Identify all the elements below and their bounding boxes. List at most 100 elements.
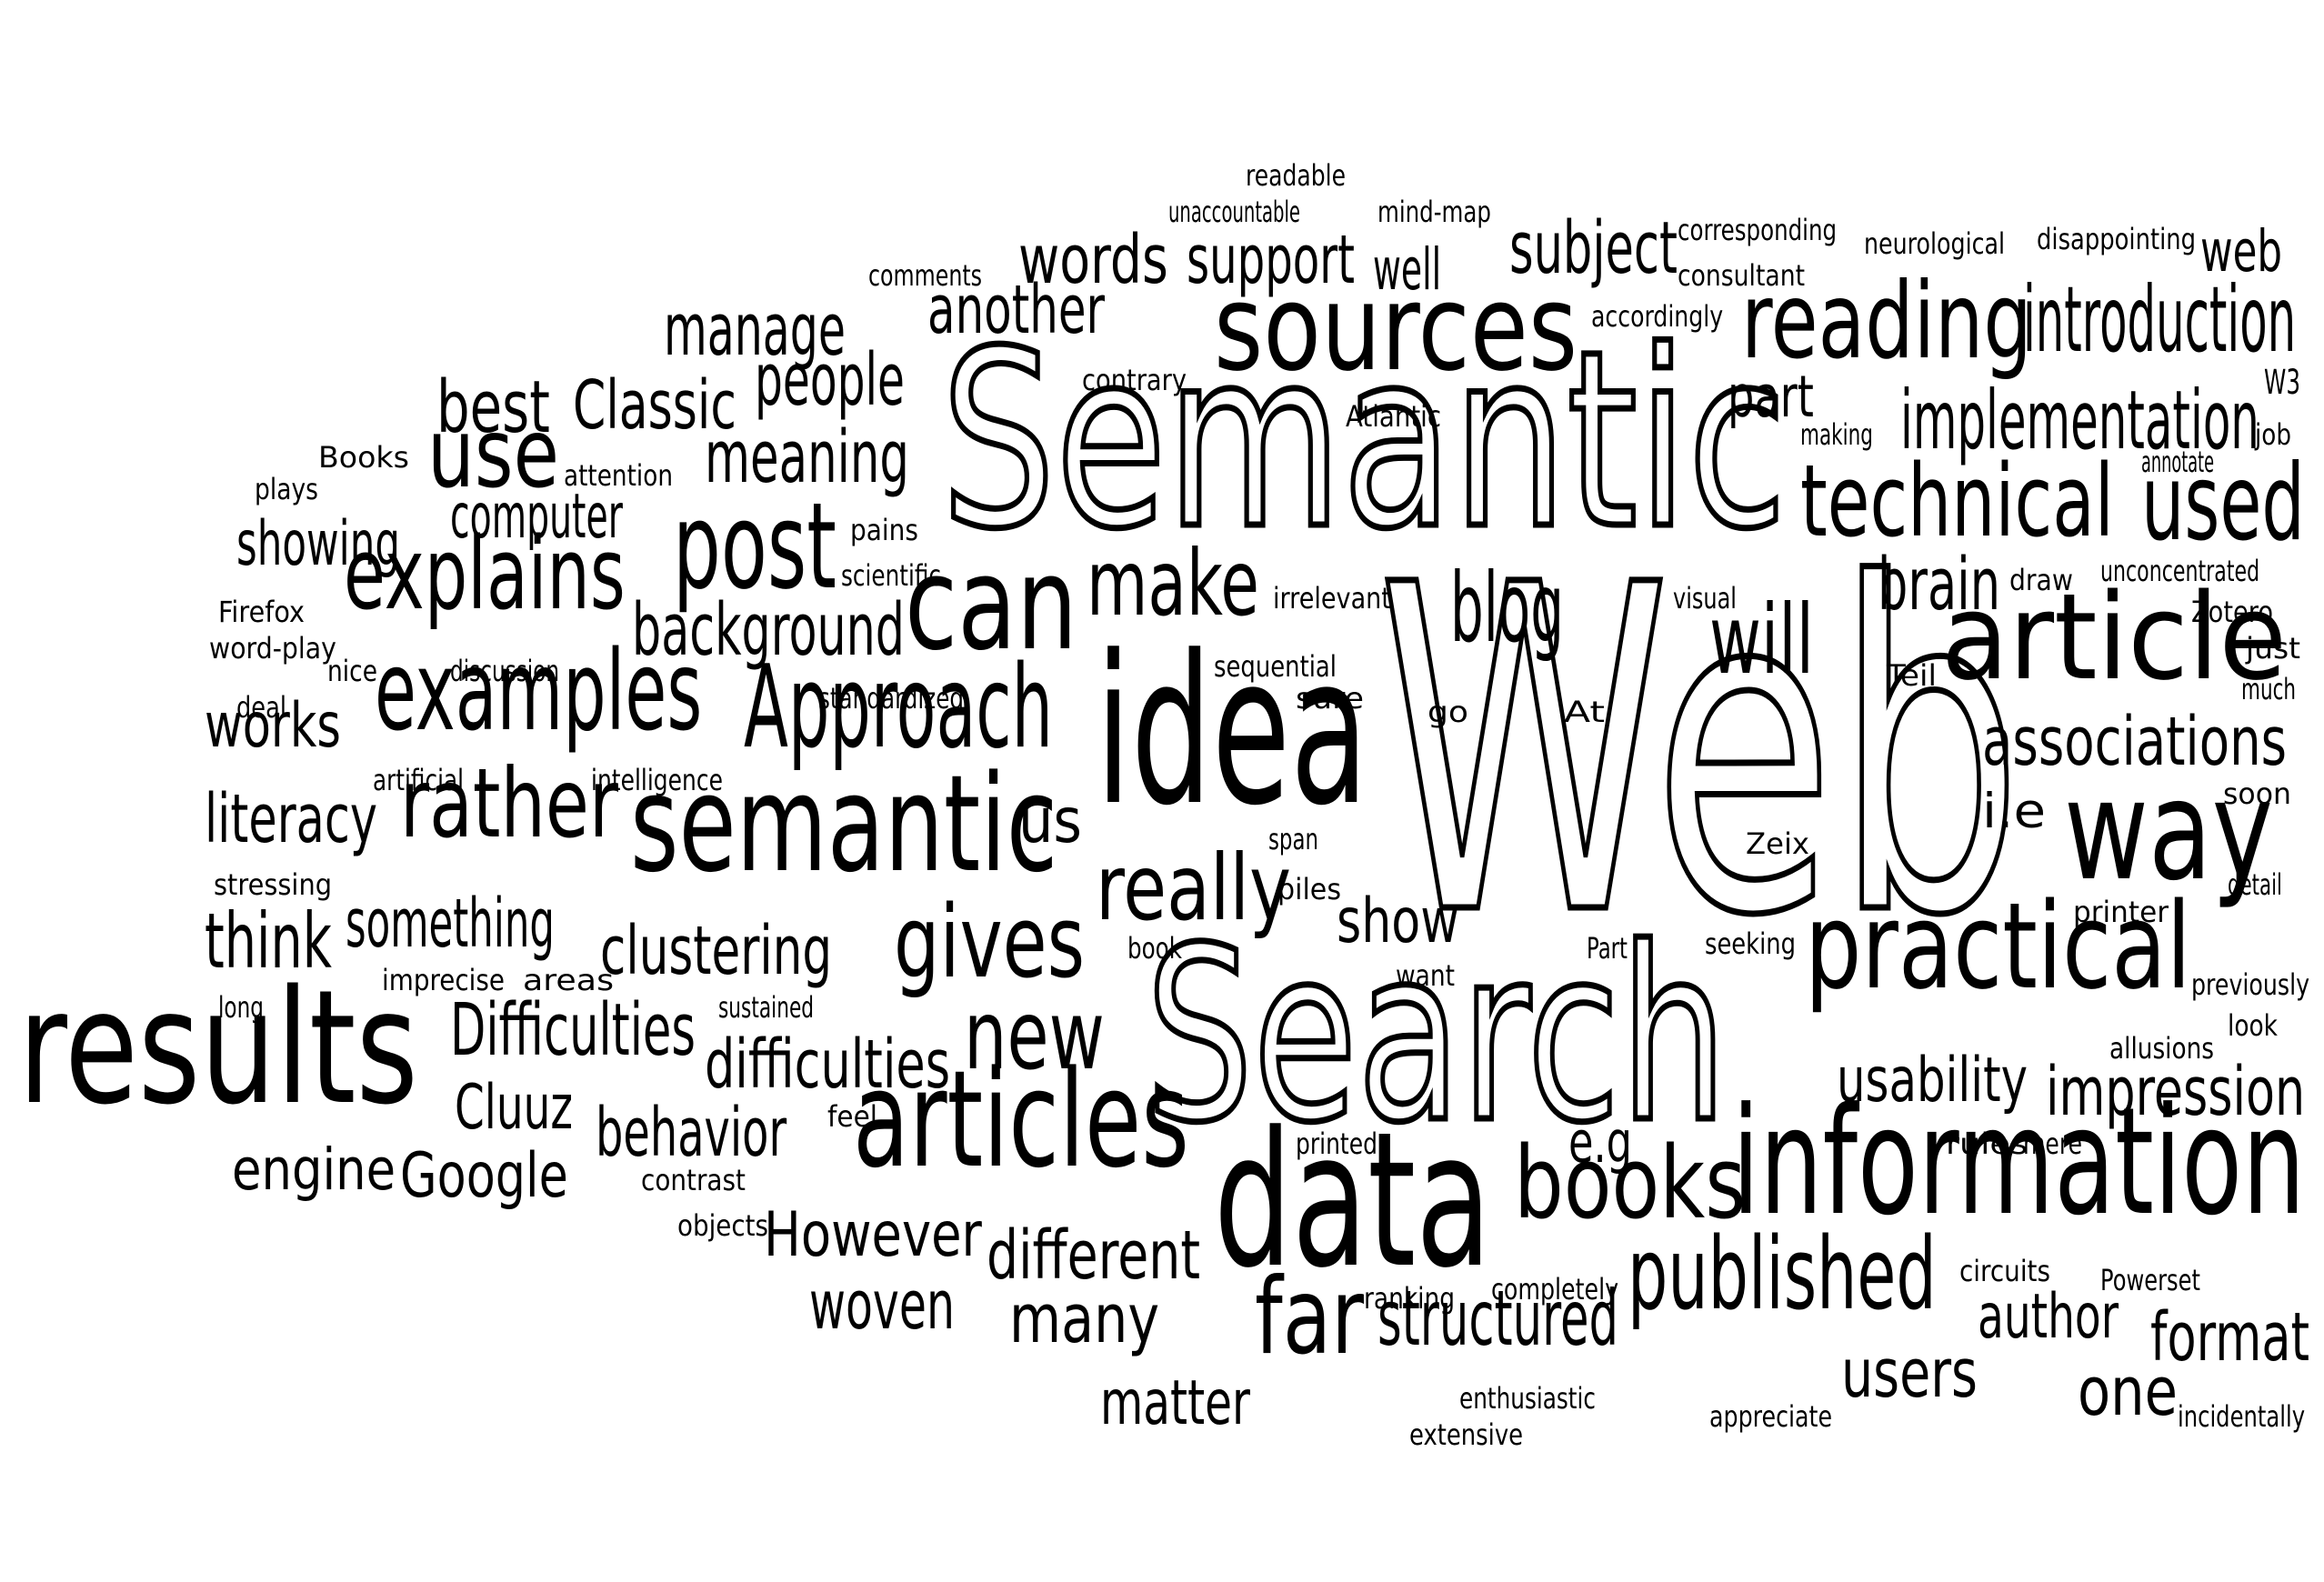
word-artificial: artificial	[373, 763, 464, 798]
word-book: book	[1127, 931, 1182, 966]
word-users: users	[1841, 1335, 1978, 1414]
word-span: span	[1268, 822, 1318, 857]
word-mere: mere	[2023, 1126, 2082, 1162]
word-practical: practical	[1805, 876, 2191, 1016]
word-standardized: standardized	[818, 681, 965, 716]
word-will: will	[1709, 584, 1814, 696]
word-plays: plays	[255, 472, 318, 507]
word-printed: printed	[1296, 1126, 1377, 1162]
word-e-g: e.g	[1568, 1108, 1633, 1176]
word-google: Google	[400, 1139, 568, 1212]
word-part: part	[1728, 363, 1814, 430]
word-extensive: extensive	[1409, 1417, 1524, 1453]
word-different: different	[987, 1217, 1201, 1296]
word-associations: associations	[1982, 703, 2288, 782]
word-annotate: annotate	[2141, 445, 2214, 480]
word-much: much	[2241, 672, 2297, 707]
word-corresponding: corresponding	[1678, 213, 1838, 248]
word-subject: subject	[1509, 205, 1678, 290]
word-rules: rules	[1946, 1126, 2028, 1162]
word-mind-map: mind-map	[1377, 195, 1491, 230]
word-published: published	[1628, 1216, 1937, 1333]
word-i-e: i.e	[1982, 783, 2047, 839]
word-w3: W3	[2264, 363, 2300, 403]
word-piles: piles	[1277, 872, 1341, 907]
word-rather: rather	[400, 747, 618, 859]
word-deal: deal	[236, 690, 287, 726]
word-approach: Approach	[744, 639, 1054, 774]
word-visual: visual	[1673, 581, 1737, 616]
word-articles: articles	[853, 1042, 1189, 1198]
word-reading: reading	[1741, 259, 2032, 383]
word-making: making	[1800, 417, 1873, 453]
word-zotero: Zotero	[2191, 595, 2274, 630]
word-previously: previously	[2191, 967, 2310, 1003]
word-us: us	[1018, 785, 1082, 857]
word-show: show	[1337, 885, 1459, 957]
word-soon: soon	[2223, 776, 2291, 812]
word-make: make	[1087, 530, 1259, 636]
word-web: Web	[1376, 490, 2025, 1015]
word-format: format	[2150, 1298, 2310, 1377]
word-new: new	[964, 979, 1105, 1091]
word-printer: printer	[2073, 895, 2169, 930]
word-words: words	[1018, 221, 1168, 300]
word-disappointing: disappointing	[2037, 222, 2197, 257]
word-firefox: Firefox	[218, 595, 305, 630]
word-contrary: contrary	[1082, 363, 1187, 398]
word-allusions: allusions	[2109, 1031, 2215, 1066]
word-can: can	[905, 528, 1078, 679]
word-want: want	[1396, 958, 1456, 994]
word-look: look	[2228, 1008, 2278, 1044]
word-powerset: Powerset	[2100, 1263, 2200, 1298]
word-comments: comments	[868, 258, 983, 294]
word-think: think	[205, 896, 332, 986]
word-computer: computer	[450, 480, 623, 553]
word-circuits: circuits	[1959, 1254, 2050, 1289]
word-search: Search	[1144, 896, 1730, 1176]
word-structured: structured	[1377, 1274, 1619, 1364]
word-works: works	[205, 689, 341, 762]
word-brain: brain	[1878, 542, 2001, 626]
word-appreciate: appreciate	[1709, 1399, 1833, 1435]
word-explains: explains	[344, 516, 626, 633]
word-post: post	[673, 476, 836, 616]
word-behavior: behavior	[596, 1094, 787, 1173]
word-teil: Teil	[1887, 658, 1937, 694]
word-meaning: meaning	[705, 415, 910, 499]
word-books: books	[1514, 1125, 1747, 1242]
word-sure: sure	[1296, 681, 1364, 716]
word-unconcentrated: unconcentrated	[2100, 554, 2260, 589]
word-used: used	[2141, 441, 2305, 565]
word-feel: feel	[827, 1099, 878, 1135]
word-engine: engine	[232, 1136, 396, 1203]
word-another: another	[927, 271, 1106, 350]
word-completely: completely	[1491, 1272, 1619, 1307]
word-way: way	[2064, 749, 2273, 911]
word-books: Books	[318, 440, 409, 476]
word-atlantic: Atlantic	[1346, 399, 1442, 435]
word-semantic: Semantic	[938, 298, 1788, 583]
word-examples: examples	[375, 627, 703, 756]
word-woven: woven	[809, 1267, 955, 1346]
word-sustained: sustained	[718, 990, 815, 1026]
word-blog: blog	[1450, 552, 1564, 664]
word-difficulties: difficulties	[705, 1026, 951, 1105]
word-draw: draw	[2009, 563, 2073, 598]
word-nice: nice	[327, 654, 378, 689]
word-semantic: semantic	[630, 746, 1058, 903]
word-detail: detail	[2228, 867, 2282, 903]
word-many: many	[1009, 1280, 1160, 1359]
word-cluuz: Cluuz	[455, 1071, 574, 1144]
word-just: just	[2246, 631, 2301, 666]
word-idea: idea	[1096, 611, 1368, 851]
word-readable: readable	[1246, 158, 1347, 194]
word-go: go	[1427, 695, 1468, 730]
word-scientific: scientific	[841, 558, 942, 594]
word-manage: manage	[664, 287, 846, 372]
word-literacy: literacy	[205, 780, 378, 859]
word-at: At	[1564, 695, 1605, 730]
word-support: support	[1187, 221, 1355, 300]
word-information: information	[1732, 1076, 2306, 1248]
